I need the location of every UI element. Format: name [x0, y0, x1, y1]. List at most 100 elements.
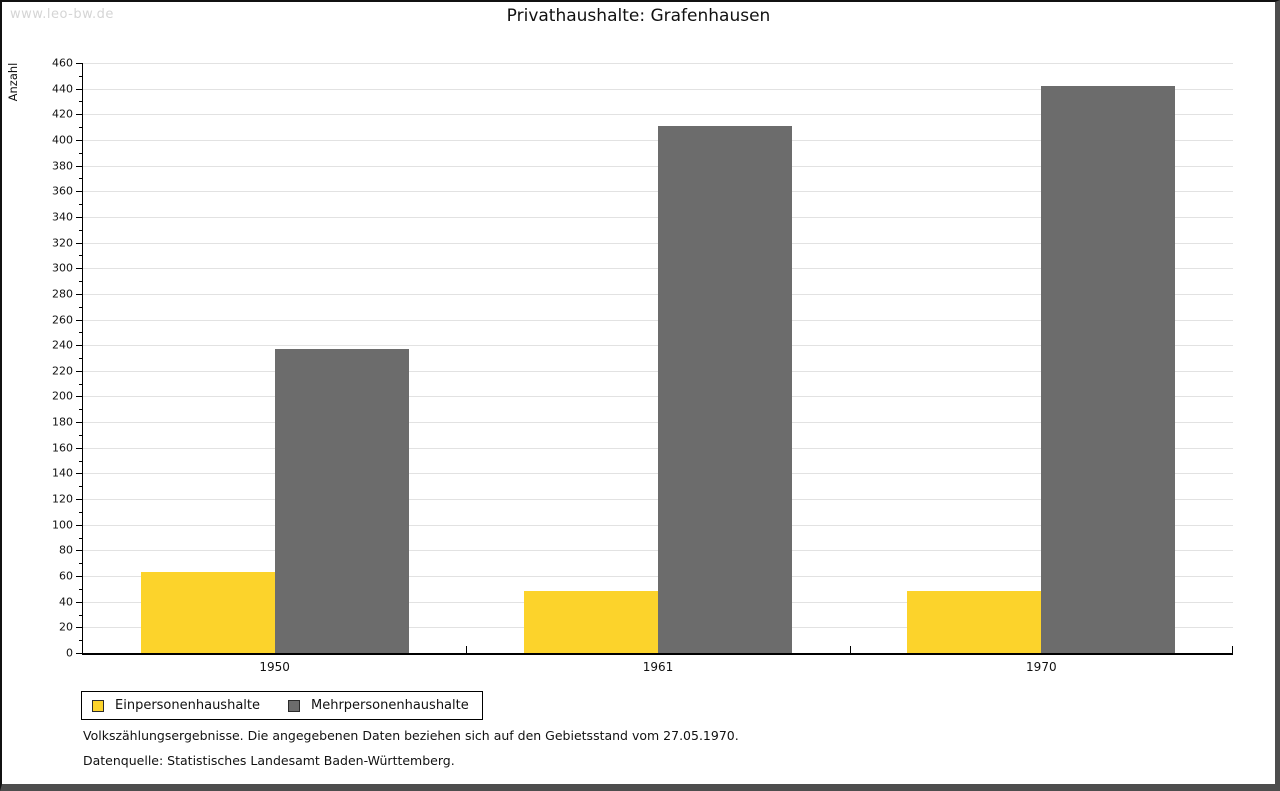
watermark: www.leo-bw.de	[10, 7, 114, 22]
x-axis-category-label: 1961	[642, 660, 674, 674]
y-axis-minor-tick	[79, 255, 82, 257]
x-axis-category-label: 1970	[1026, 660, 1057, 674]
y-axis-tick-label: 420	[52, 107, 73, 121]
y-axis-minor-tick	[79, 101, 82, 103]
y-axis-minor-tick	[79, 537, 82, 539]
y-axis-tick-label: 80	[59, 543, 73, 557]
y-axis-tick	[76, 627, 82, 629]
y-axis-tick-label: 60	[59, 569, 73, 583]
plot-area: 0 20 40 60 80 100 120 140 160 180 200 220 240 260 280 3…	[52, 57, 1233, 674]
y-axis-minor-tick	[79, 460, 82, 462]
y-axis-tick	[76, 396, 82, 398]
y-axis-tick-label: 20	[59, 620, 73, 634]
y-axis-minor-tick	[79, 229, 82, 231]
y-axis-minor-tick	[79, 563, 82, 565]
y-axis-tick	[76, 139, 82, 141]
y-axis-tick	[76, 165, 82, 167]
y-axis-tick-label: 160	[52, 441, 73, 455]
y-axis-tick	[76, 191, 82, 193]
y-axis-tick-label: 440	[52, 82, 73, 96]
x-axis-category-label: 1950	[259, 660, 290, 674]
y-axis-minor-tick	[79, 281, 82, 283]
y-axis-minor-tick	[79, 127, 82, 129]
y-axis-minor-tick	[79, 640, 82, 642]
y-axis-tick-label: 240	[52, 338, 73, 352]
bar-einpersonenhaushalte	[523, 591, 658, 653]
x-axis-tick	[849, 646, 851, 653]
y-axis-minor-tick	[79, 332, 82, 334]
y-axis-tick-label: 200	[52, 389, 73, 403]
y-axis-minor-tick	[79, 204, 82, 206]
bar-einpersonenhaushalte	[907, 591, 1042, 653]
y-axis-tick-label: 0	[66, 646, 73, 660]
legend-label: Einpersonenhaushalte	[115, 698, 260, 713]
y-axis-tick	[76, 268, 82, 270]
y-axis-tick	[76, 242, 82, 244]
y-axis-tick	[76, 293, 82, 295]
y-axis-tick-label: 460	[52, 56, 73, 70]
y-axis-tick-label: 220	[52, 364, 73, 378]
y-axis-tick	[76, 576, 82, 578]
y-axis-minor-tick	[79, 306, 82, 308]
bar-mehrpersonenhaushalte	[274, 349, 409, 653]
y-axis-tick-label: 340	[52, 210, 73, 224]
chart-title: Privathaushalte: Grafenhausen	[506, 6, 771, 26]
y-axis-minor-tick	[79, 383, 82, 385]
legend-swatch-icon	[288, 699, 300, 712]
y-axis-tick	[76, 524, 82, 526]
x-axis-end-tick	[1232, 646, 1233, 653]
y-axis-tick	[76, 473, 82, 475]
y-axis-tick	[76, 63, 82, 64]
y-axis-minor-tick	[79, 358, 82, 359]
y-axis-tick	[76, 601, 82, 603]
gridline	[83, 63, 1233, 64]
y-axis-tick-label: 400	[52, 133, 73, 147]
y-axis-tick	[76, 216, 82, 218]
y-axis-tick	[76, 499, 82, 501]
y-axis-tick-label: 180	[52, 415, 73, 429]
y-axis-tick	[76, 88, 82, 90]
y-axis-tick-label: 300	[52, 261, 73, 275]
y-axis-minor-tick	[79, 486, 82, 488]
y-axis-tick	[76, 550, 82, 552]
y-axis-tick	[76, 114, 82, 116]
y-axis-minor-tick	[79, 75, 82, 77]
legend-swatch-icon	[92, 699, 104, 712]
footnote-datenquelle: Datenquelle: Statistisches Landesamt Bad…	[83, 753, 455, 768]
legend-item: Einpersonenhaushalte	[92, 698, 260, 713]
y-axis-tick	[76, 345, 82, 347]
y-axis-tick	[76, 653, 82, 654]
y-axis-tick	[76, 447, 82, 449]
y-axis-minor-tick	[79, 409, 82, 411]
bar-mehrpersonenhaushalte	[1041, 86, 1176, 653]
legend-box: Einpersonenhaushalte Mehrpersonenhaushalt…	[81, 691, 483, 720]
legend-item: Mehrpersonenhaushalte	[288, 698, 469, 713]
y-axis-tick-label: 100	[52, 518, 73, 532]
y-axis-tick-label: 260	[52, 313, 73, 327]
legend-label: Mehrpersonenhaushalte	[311, 698, 469, 713]
y-axis-tick-label: 280	[52, 287, 73, 301]
y-axis-minor-tick	[79, 178, 82, 180]
y-axis-minor-tick	[79, 614, 82, 616]
x-axis-tick	[466, 646, 468, 653]
y-axis-tick-label: 360	[52, 184, 73, 198]
gridline	[83, 114, 1233, 116]
y-axis-tick-label: 40	[59, 595, 73, 609]
gridline	[83, 88, 1233, 90]
y-axis-tick	[76, 422, 82, 424]
y-axis-minor-tick	[79, 152, 82, 154]
bar-einpersonenhaushalte	[140, 572, 275, 653]
footnote-gebietsstand: Volkszählungsergebnisse. Die angegebenen…	[83, 728, 739, 743]
y-axis-tick	[76, 370, 82, 372]
y-axis-minor-tick	[79, 588, 82, 590]
y-axis-minor-tick	[79, 511, 82, 513]
bar-mehrpersonenhaushalte	[658, 125, 793, 653]
y-axis-title: Anzahl	[6, 62, 20, 102]
y-axis-tick-label: 140	[52, 466, 73, 480]
y-axis-tick-label: 120	[52, 492, 73, 506]
y-axis-minor-tick	[79, 434, 82, 436]
y-axis-tick-label: 380	[52, 159, 73, 173]
y-axis-tick-label: 320	[52, 236, 73, 250]
y-axis-tick	[76, 319, 82, 321]
